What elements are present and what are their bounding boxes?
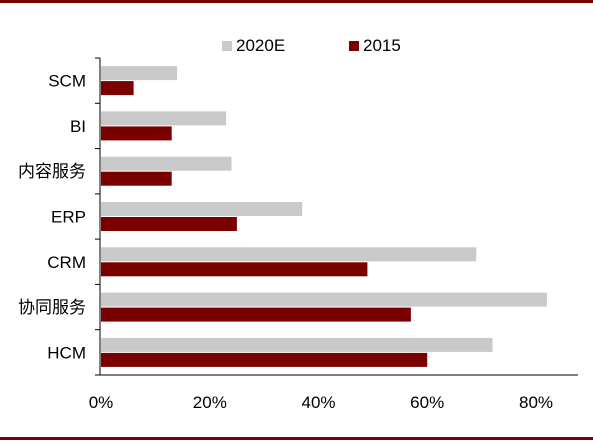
- x-tick-label: 80%: [519, 393, 553, 412]
- bar-2015-BI: [101, 126, 172, 141]
- x-tick-label: 20%: [193, 393, 227, 412]
- bar-2015-协同服务: [101, 307, 411, 322]
- legend-swatch-2015: [349, 41, 359, 51]
- category-label: BI: [70, 117, 86, 136]
- category-label: HCM: [47, 343, 86, 362]
- bar-2015-ERP: [101, 217, 237, 231]
- bar-2015-SCM: [101, 81, 134, 96]
- bar-2020E-HCM: [101, 337, 493, 352]
- bar-2015-HCM: [101, 352, 428, 367]
- category-label: 内容服务: [18, 162, 86, 181]
- bar-2020E-内容服务: [101, 156, 232, 171]
- x-tick-label: 40%: [301, 393, 335, 412]
- category-label: CRM: [47, 253, 86, 272]
- bar-2020E-协同服务: [101, 292, 547, 307]
- legend-label: 2015: [363, 36, 401, 55]
- legend-swatch-2020E: [222, 41, 232, 51]
- bar-2015-内容服务: [101, 171, 172, 186]
- bar-2020E-SCM: [101, 66, 178, 81]
- category-label: 协同服务: [18, 298, 86, 317]
- bar-2020E-ERP: [101, 202, 303, 216]
- bottom-rule: [0, 437, 593, 440]
- top-rule: [0, 0, 593, 3]
- x-tick-label: 60%: [410, 393, 444, 412]
- bar-2020E-BI: [101, 111, 227, 126]
- category-label: ERP: [51, 208, 86, 227]
- category-label: SCM: [48, 72, 86, 91]
- bar-2015-CRM: [101, 262, 368, 277]
- legend-label: 2020E: [236, 36, 285, 55]
- bar-2020E-CRM: [101, 247, 477, 262]
- x-tick-label: 0%: [89, 393, 114, 412]
